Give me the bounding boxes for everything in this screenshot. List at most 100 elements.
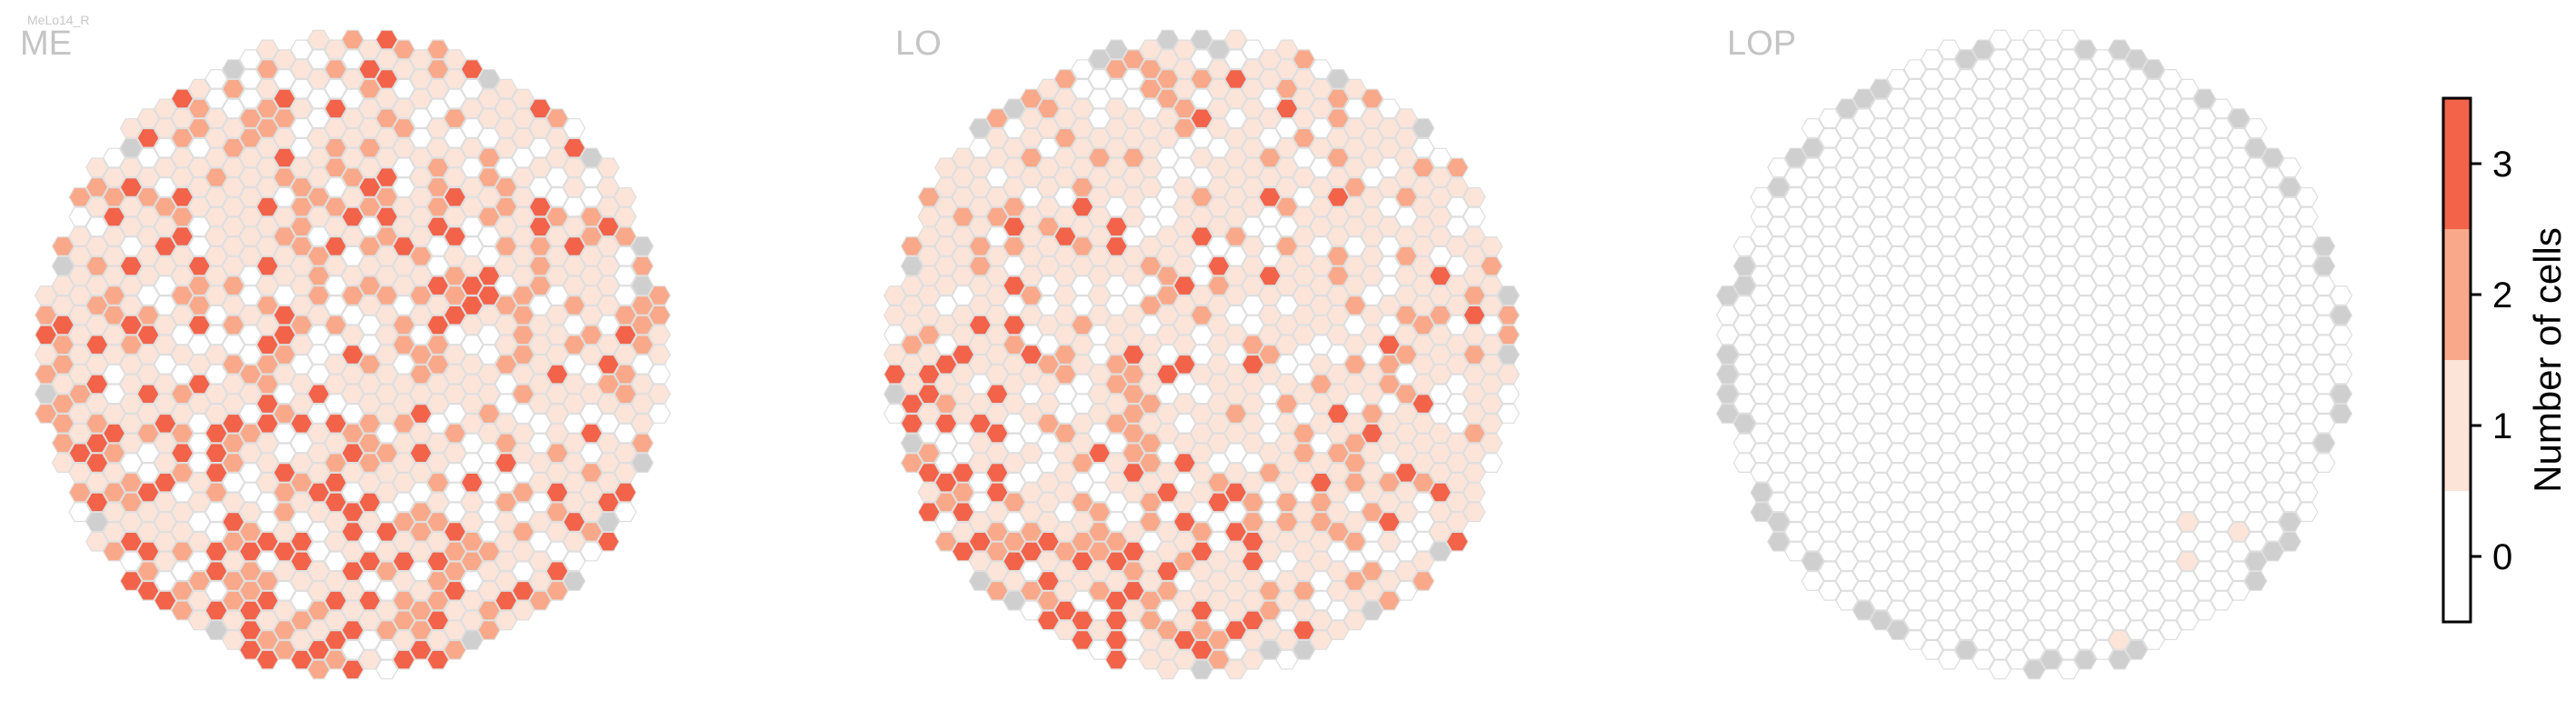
hex-cell [2073,531,2097,552]
hex-cell [1309,472,1333,493]
hex-cell [1207,196,1231,217]
hex-cell [1053,521,1077,542]
hex-cell [306,463,331,483]
hex-cell [1275,649,1299,670]
hex-cell [324,551,347,572]
hex-cell [917,463,941,483]
hex-cell [1207,649,1231,670]
hex-cell [222,157,245,178]
hex-cell [154,512,177,532]
hex-cell [324,354,347,375]
hex-cell [579,167,604,187]
hex-cell [631,453,654,474]
hex-cell [273,423,296,444]
colorbar-segment-3 [2443,98,2471,229]
hex-cell [2022,108,2046,129]
hex-cell [255,512,279,532]
hex-cell [1496,305,1521,325]
hex-cell [1767,453,1791,474]
hex-cell [2176,236,2200,256]
hex-cell [341,285,364,305]
hex-cell [1190,88,1213,109]
hex-cell [647,345,672,365]
hex-cell [985,463,1009,483]
hex-cell [187,453,211,474]
hex-cell [443,600,467,621]
hex-cell [2091,265,2114,286]
hex-cell [409,226,433,246]
hex-cell [1104,275,1128,296]
hex-cell [951,541,975,562]
hex-cell [1972,551,1995,572]
hex-cell [1241,137,1264,158]
hex-cell [238,600,263,621]
hex-cell [1053,186,1077,207]
hex-cell [374,620,399,641]
hex-cell [374,423,399,444]
hex-cell [1412,315,1435,335]
colorbar: 3 2 1 0 Number of cells [2441,96,2569,624]
hex-cell [1732,354,1756,375]
hex-cell [1223,265,1248,286]
hex-cell [528,531,552,552]
hex-cell [2159,206,2182,227]
hex-cell [1003,255,1026,276]
hex-cell [1087,265,1112,286]
hex-cell [358,137,382,158]
hex-cell [1122,245,1145,266]
hex-cell [306,521,331,542]
hex-cell [222,78,245,99]
hex-cell [1223,305,1248,325]
hex-cell [1223,245,1248,266]
hex-cell [460,295,484,315]
hex-cell [1767,394,1791,414]
hex-cell [1087,384,1112,405]
hex-cell [1071,236,1094,256]
hex-cell [1275,413,1299,434]
hex-cell [2073,59,2097,80]
hex-cell [2022,245,2046,266]
hex-cell [2329,364,2353,385]
hex-cell [1852,364,1876,385]
hex-cell [2040,551,2063,572]
hex-cell [341,265,364,286]
hex-cell [170,404,195,424]
hex-cell [85,492,109,513]
hex-cell [1783,541,1808,562]
hex-cell [1972,275,1995,296]
hex-cell [2210,512,2233,532]
hex-cell [1972,354,1995,375]
hex-cell [1835,335,1859,355]
hex-cell [392,196,415,217]
hex-cell [1173,394,1196,414]
hex-cell [2142,512,2165,532]
hex-cell [1190,108,1213,129]
hex-cell [2108,433,2132,454]
hex-cell [1377,354,1401,375]
hex-cell [1019,167,1043,187]
hex-cell [68,384,92,405]
hex-cell [1003,137,1026,158]
hex-cell [68,325,92,345]
hex-cell [358,59,382,80]
hex-cell [1852,463,1876,483]
hex-cell [1412,118,1435,138]
hex-cell [290,512,314,532]
hex-cell [1223,49,1248,70]
hex-cell [1309,335,1333,355]
hex-cell [1223,600,1248,621]
hex-cell [1835,315,1859,335]
hex-cell [1053,580,1077,601]
hex-cell [324,295,347,315]
hex-cell [2192,265,2217,286]
hex-cell [306,620,331,641]
hex-cell [1886,580,1910,601]
hex-cell [273,325,296,345]
hex-cell [1309,590,1333,611]
hex-cell [119,354,143,375]
hex-cell [2056,68,2081,89]
hex-cell [1920,502,1944,523]
hex-cell [1326,423,1350,444]
hex-cell [1071,255,1094,276]
hex-cell [1019,345,1043,365]
